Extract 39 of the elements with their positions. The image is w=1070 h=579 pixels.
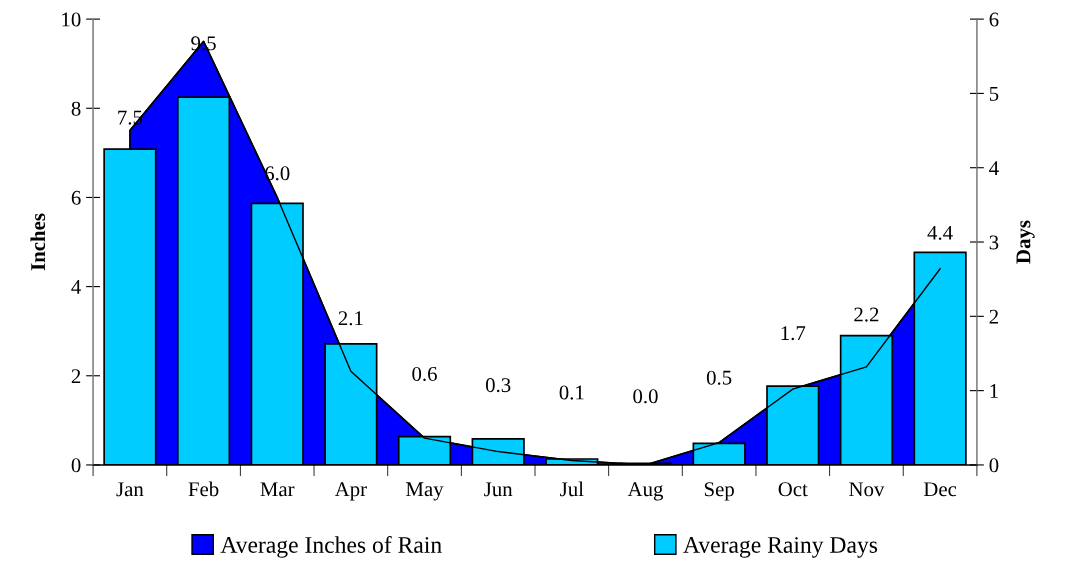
y-tick-label: 2 (71, 369, 81, 383)
x-tick-label: Sep (704, 482, 734, 501)
y-axis-title: Inches (30, 213, 46, 271)
y-tick-label: 8 (71, 101, 81, 116)
y2-tick-label: 0 (989, 458, 999, 473)
x-tick-label: May (406, 482, 444, 501)
data-label: 0.1 (559, 385, 584, 400)
y-tick-label: 6 (71, 190, 81, 205)
data-label: 0.3 (485, 378, 511, 393)
y2-tick-label: 5 (989, 87, 999, 101)
data-label: 1.7 (781, 326, 806, 341)
legend-label: Average Inches of Rain (220, 536, 442, 558)
x-tick-label: Jan (116, 482, 144, 497)
data-label: 0.0 (633, 389, 658, 404)
data-label: 7.5 (118, 110, 143, 125)
x-tick-label: Jul (560, 481, 584, 497)
data-label: 2.1 (338, 311, 363, 326)
x-tick-label: Mar (260, 482, 295, 497)
y2-axis-title: Days (1016, 220, 1035, 264)
data-label: 4.4 (927, 225, 953, 240)
x-tick-label: Dec (923, 482, 957, 497)
x-tick-label: Jun (484, 482, 513, 497)
x-tick-label: Apr (334, 482, 367, 501)
y2-tick-label: 6 (989, 12, 999, 27)
y2-tick-label: 2 (989, 309, 998, 324)
y2-tick-label: 4 (989, 161, 999, 175)
y-tick-label: 0 (71, 458, 81, 473)
y-tick-label: 10 (62, 12, 81, 27)
x-tick-label: Feb (188, 481, 219, 497)
x-tick-label: Aug (627, 482, 664, 501)
x-tick-label: Nov (849, 482, 885, 497)
data-label: 2.2 (854, 307, 879, 322)
y2-tick-label: 1 (990, 384, 998, 398)
y2-tick-label: 3 (989, 235, 999, 250)
y-tick-label: 4 (71, 280, 81, 294)
legend-label: Average Rainy Days (683, 537, 878, 558)
data-label: 0.6 (412, 366, 437, 382)
x-tick-label: Oct (778, 482, 808, 497)
data-label: 0.5 (706, 370, 732, 385)
